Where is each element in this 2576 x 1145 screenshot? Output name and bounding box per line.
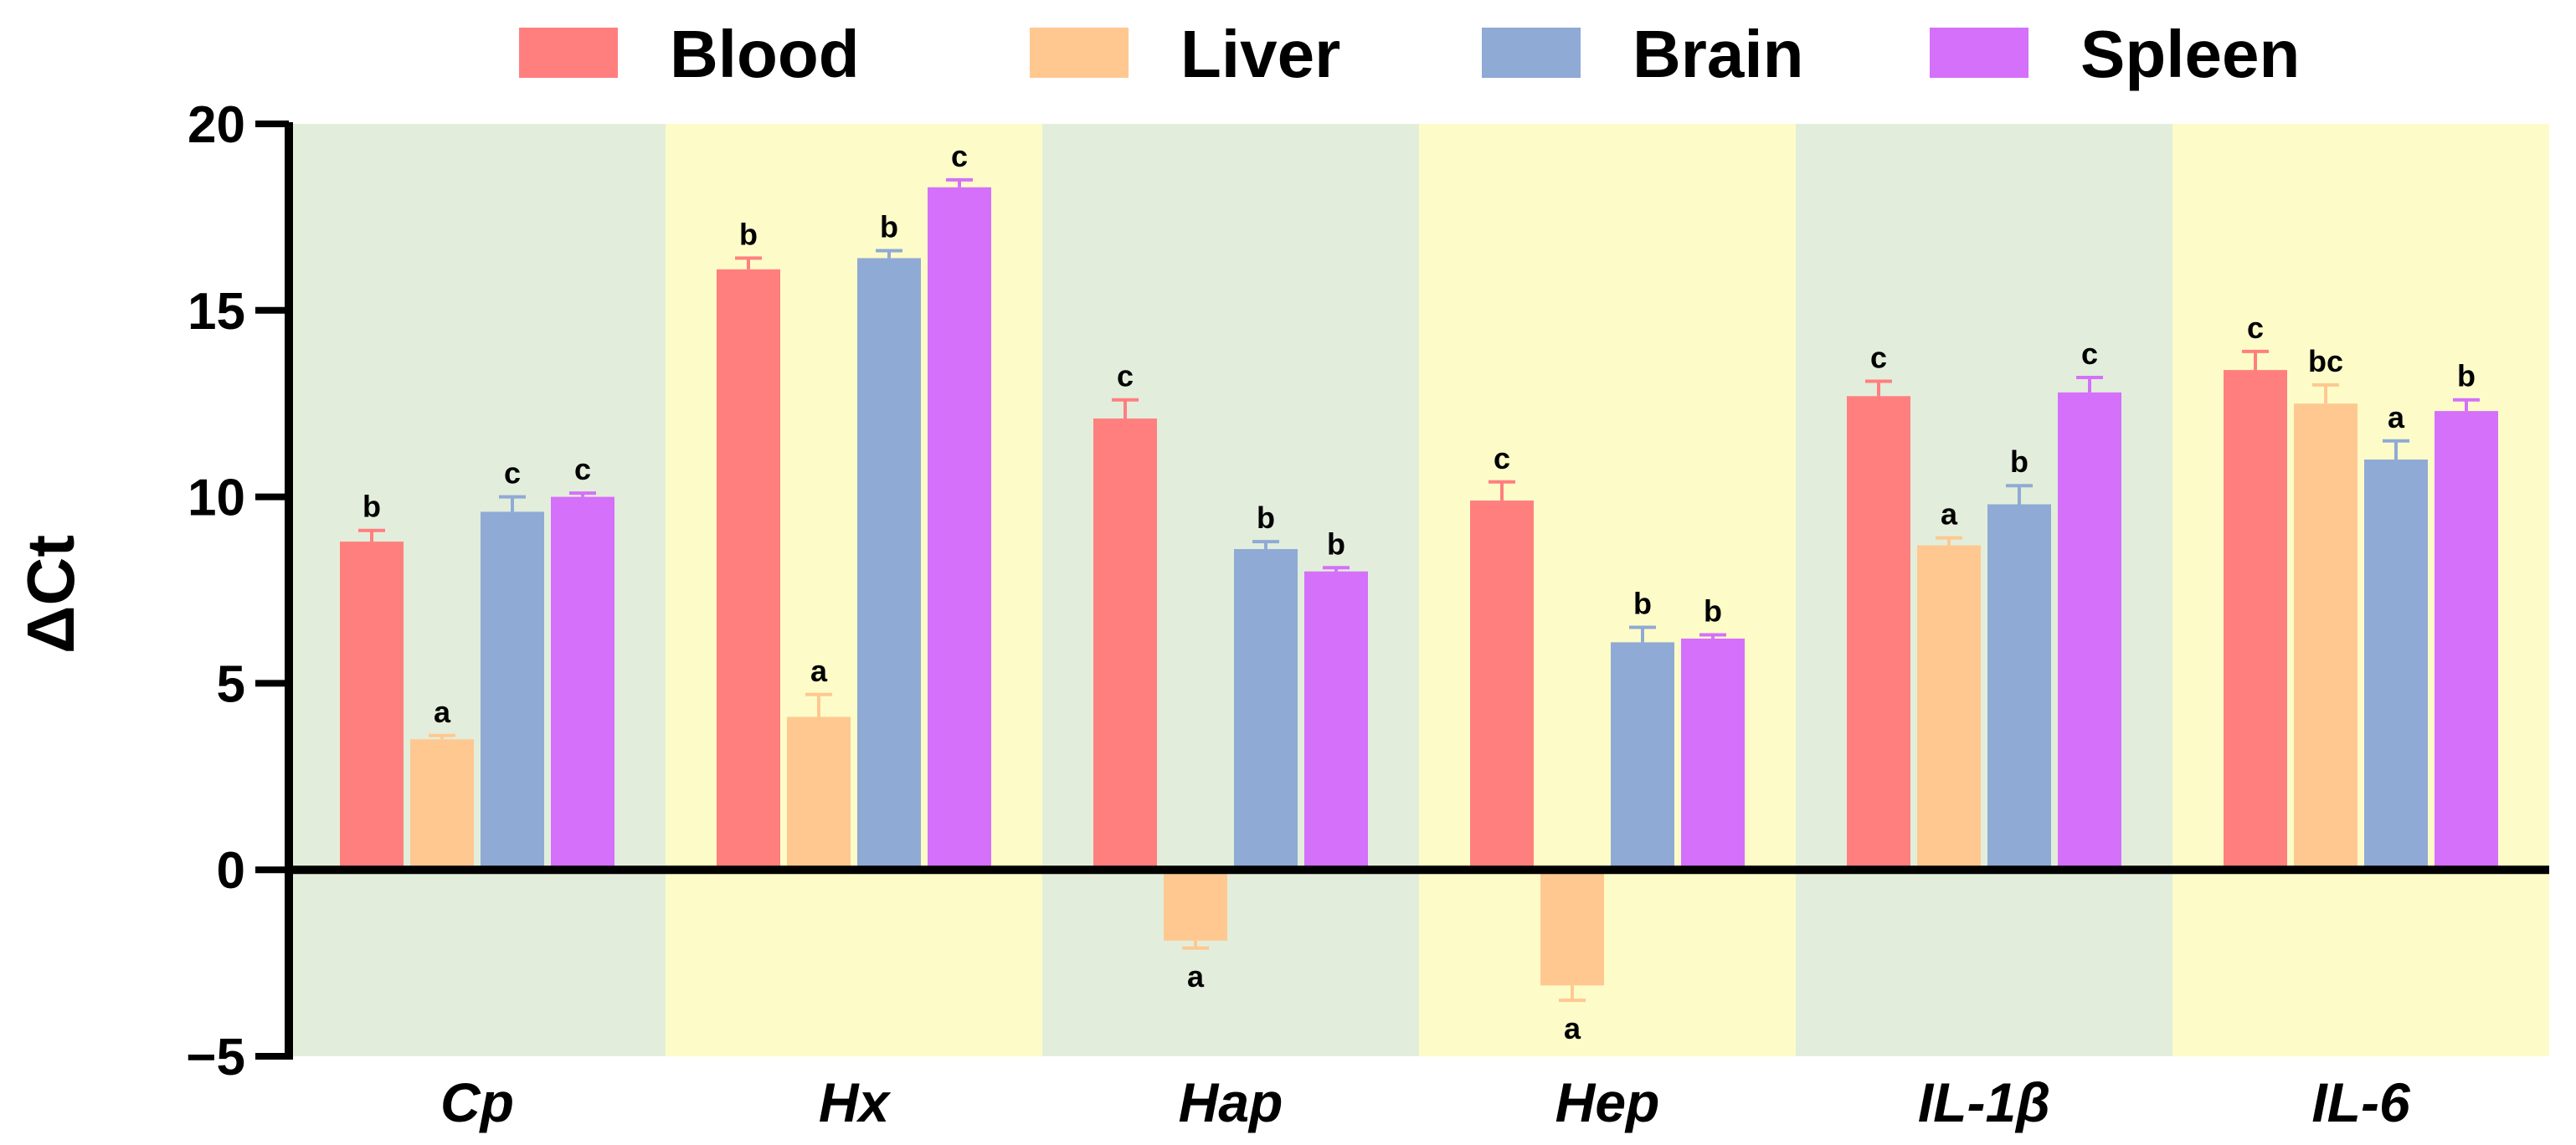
sig-label-liver-il-1: a (1941, 497, 1958, 531)
sig-label-blood-il-6: c (2247, 311, 2264, 345)
bar-liver-hep (1540, 870, 1604, 986)
x-label-il-1: IL-1β (1918, 1071, 2050, 1133)
sig-label-brain-hap: b (1257, 501, 1275, 535)
legend-swatch-brain (1482, 28, 1581, 78)
legend-label-liver: Liver (1180, 17, 1340, 91)
sig-label-spleen-il-6: b (2457, 359, 2476, 393)
sig-label-liver-cp: a (434, 695, 451, 729)
sig-label-spleen-hx: c (951, 139, 968, 173)
sig-label-brain-cp: c (504, 456, 521, 490)
sig-label-spleen-hep: b (1704, 593, 1722, 628)
y-tick-label: 5 (217, 655, 245, 713)
bar-liver-hap (1164, 870, 1227, 941)
legend-swatch-liver (1030, 28, 1129, 78)
bar-brain-il-1 (1987, 504, 2051, 870)
y-tick-label: 20 (188, 96, 245, 154)
sig-label-liver-il-6: bc (2308, 344, 2343, 378)
y-tick-label: 0 (217, 842, 245, 900)
sig-label-brain-il-1: b (2010, 444, 2028, 479)
bar-liver-hx (787, 716, 851, 870)
sig-label-brain-hx: b (880, 210, 898, 244)
bar-blood-hep (1470, 501, 1534, 870)
bars (340, 187, 2498, 986)
bar-brain-il-6 (2364, 460, 2428, 870)
legend-label-brain: Brain (1632, 17, 1804, 91)
bar-brain-hep (1611, 642, 1674, 870)
sig-label-liver-hx: a (810, 654, 828, 688)
x-label-cp: Cp (440, 1071, 514, 1133)
error-bars (358, 177, 2480, 1003)
background-bands (289, 124, 2549, 1056)
bar-liver-cp (410, 739, 474, 870)
sig-label-brain-il-6: a (2388, 400, 2405, 434)
bar-blood-il-6 (2224, 370, 2287, 870)
bar-blood-cp (340, 542, 404, 870)
y-tick-label: −5 (186, 1029, 245, 1086)
legend-swatch-blood (519, 28, 618, 78)
sig-label-blood-il-1: c (1870, 340, 1887, 374)
bar-blood-il-1 (1847, 396, 1910, 870)
legend-label-spleen: Spleen (2080, 17, 2300, 91)
bar-blood-hx (717, 269, 780, 870)
bar-liver-il-1 (1917, 545, 1981, 870)
axes (285, 122, 2549, 1060)
legend-label-blood: Blood (670, 17, 860, 91)
bar-spleen-hx (928, 187, 991, 870)
bar-spleen-cp (551, 496, 614, 870)
sig-label-liver-hap: a (1187, 959, 1205, 994)
sig-label-liver-hep: a (1564, 1011, 1581, 1045)
bar-blood-hap (1093, 418, 1157, 870)
bar-brain-hap (1234, 548, 1298, 870)
x-category-labels: Cp Hx Hap Hep IL-1β IL-6 (440, 1071, 2411, 1133)
bar-brain-hx (857, 258, 921, 870)
x-label-hap: Hap (1179, 1071, 1283, 1133)
bar-spleen-hep (1681, 638, 1745, 870)
sig-label-blood-hep: c (1494, 441, 1510, 475)
sig-label-blood-cp: b (362, 490, 381, 524)
sig-label-blood-hx: b (739, 217, 758, 251)
bar-spleen-hap (1304, 571, 1368, 870)
bar-liver-il-6 (2294, 403, 2357, 870)
legend-swatch-spleen (1930, 28, 2028, 78)
x-label-hep: Hep (1555, 1071, 1660, 1133)
bar-spleen-il-1 (2058, 392, 2121, 870)
y-tick-label: 15 (188, 283, 245, 341)
y-ticks: −5 0 5 10 15 20 (186, 96, 289, 1086)
bar-brain-cp (481, 511, 544, 870)
x-label-hx: Hx (819, 1071, 892, 1133)
sig-label-spleen-cp: c (574, 452, 591, 486)
sig-label-brain-hep: b (1633, 587, 1652, 621)
legend: Blood Liver Brain Spleen (519, 17, 2300, 91)
bar-spleen-il-6 (2435, 411, 2498, 870)
sig-label-spleen-hap: b (1327, 526, 1345, 561)
y-axis-label: ΔCt (13, 535, 88, 654)
sig-label-blood-hap: c (1117, 359, 1134, 393)
sig-label-spleen-il-1: c (2081, 336, 2098, 371)
x-label-il-6: IL-6 (2311, 1071, 2411, 1133)
y-tick-label: 10 (188, 470, 245, 527)
